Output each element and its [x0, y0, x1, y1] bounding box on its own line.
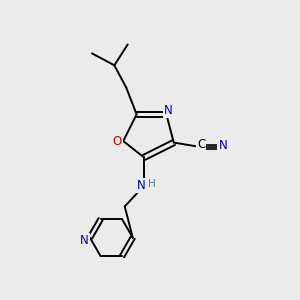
Text: N: N	[218, 139, 227, 152]
Text: N: N	[164, 104, 173, 117]
Text: O: O	[113, 135, 122, 148]
Text: N: N	[80, 234, 89, 247]
Text: N: N	[137, 179, 146, 192]
Text: H: H	[148, 179, 155, 190]
Text: C: C	[197, 138, 206, 152]
